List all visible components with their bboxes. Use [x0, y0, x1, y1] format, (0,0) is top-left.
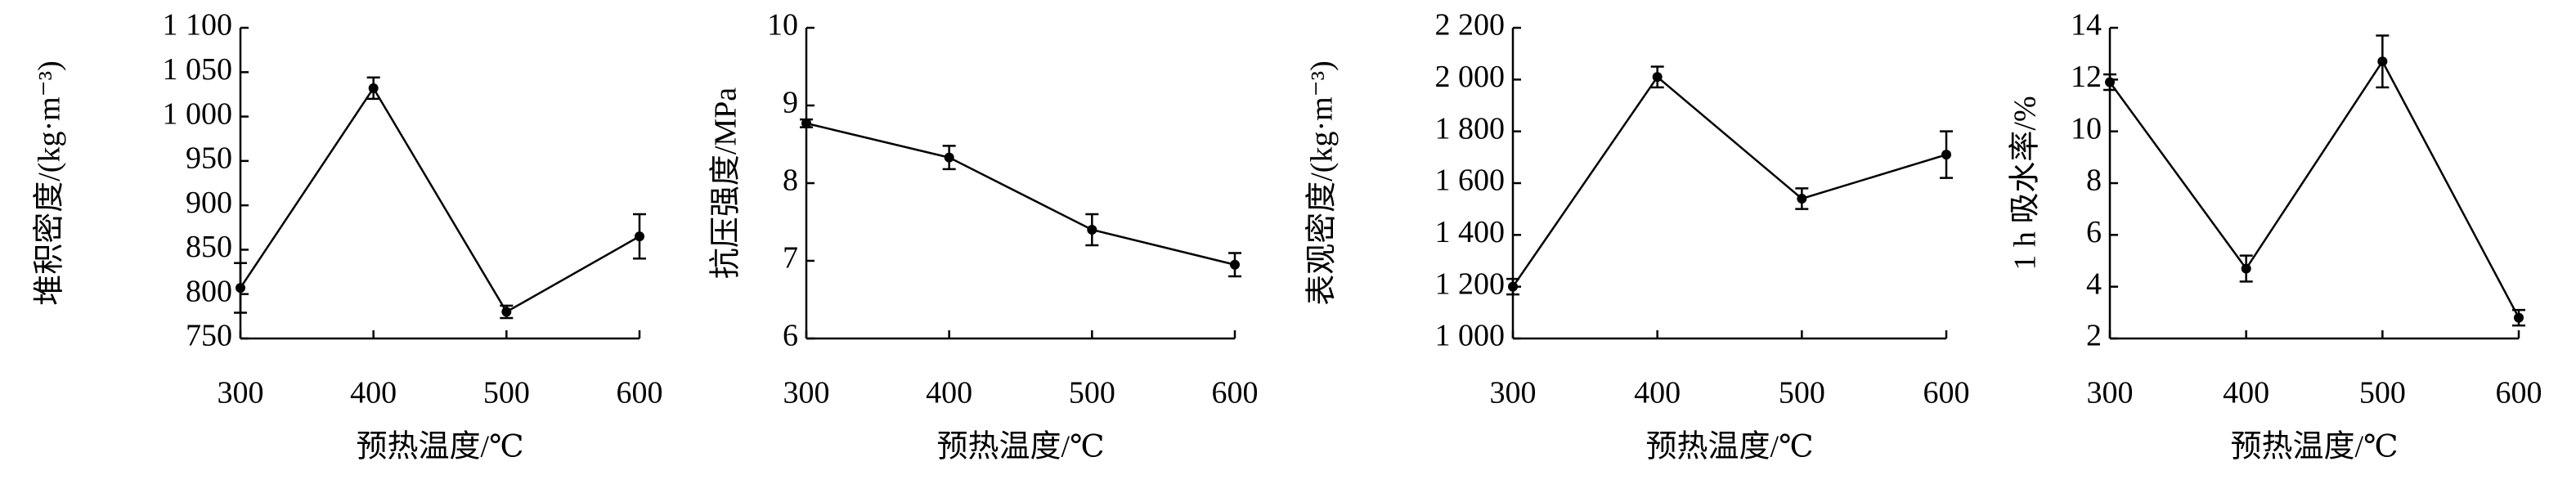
y-tick-label: 1 100	[163, 8, 233, 43]
y-tick-label: 4	[2086, 267, 2102, 301]
data-point	[2105, 77, 2115, 87]
x-tick-label: 300	[2087, 376, 2134, 410]
y-tick-label: 8	[2086, 164, 2102, 198]
x-tick-label: 400	[1634, 376, 1681, 410]
y-axis-title: 表观密度/(kg·m⁻³)	[1305, 61, 1340, 306]
y-tick-label: 1 050	[163, 52, 233, 87]
y-tick-label: 950	[186, 141, 232, 176]
data-point	[801, 118, 811, 128]
data-line	[2108, 59, 2520, 319]
data-point	[1508, 281, 1518, 292]
y-tick-label: 850	[186, 230, 232, 264]
x-tick-label: 300	[218, 376, 264, 410]
y-tick-label: 800	[186, 274, 232, 308]
y-tick-label: 1 200	[1435, 267, 1506, 301]
x-tick-label: 500	[483, 376, 530, 410]
x-axis-title: 预热温度/℃	[356, 430, 523, 464]
y-tick-label: 1 800	[1435, 111, 1506, 146]
data-point	[635, 231, 644, 242]
data-point	[1797, 194, 1807, 204]
x-tick-label: 400	[2223, 376, 2269, 410]
y-tick-label: 1 600	[1435, 164, 1506, 198]
x-tick-label: 600	[617, 376, 663, 410]
data-point	[2514, 312, 2524, 323]
data-point	[944, 152, 954, 163]
data-point	[2377, 56, 2388, 67]
x-tick-label: 500	[1779, 376, 1825, 410]
y-tick-label: 2	[2086, 319, 2102, 353]
y-tick-label: 2 200	[1435, 8, 1506, 43]
y-tick-label: 1 000	[1435, 319, 1506, 353]
data-point	[1230, 259, 1240, 270]
y-axis-title: 堆积密度/(kg·m⁻³)	[33, 61, 67, 306]
x-tick-label: 300	[783, 376, 830, 410]
x-tick-label: 600	[1923, 376, 1970, 410]
x-tick-label: 600	[2496, 376, 2542, 410]
y-tick-label: 10	[767, 8, 798, 43]
x-axis-title: 预热温度/℃	[936, 430, 1104, 464]
x-axis-title: 预热温度/℃	[2230, 430, 2398, 464]
data-point	[2241, 263, 2251, 274]
data-line	[1511, 75, 1947, 288]
y-tick-label: 8	[783, 164, 798, 198]
data-point	[368, 83, 379, 93]
y-tick-label: 6	[2086, 215, 2102, 249]
y-tick-label: 14	[2071, 8, 2102, 43]
y-tick-label: 750	[186, 319, 232, 353]
x-axis-title: 预热温度/℃	[1645, 430, 1813, 464]
y-axis-title: 抗压强度/MPa	[709, 87, 743, 279]
y-tick-label: 9	[783, 86, 798, 120]
y-tick-label: 1 000	[163, 96, 233, 131]
y-tick-label: 2 000	[1435, 60, 1506, 94]
data-line	[806, 122, 1236, 266]
x-tick-label: 400	[926, 376, 972, 410]
y-tick-label: 7	[783, 241, 798, 276]
x-tick-label: 500	[1069, 376, 1115, 410]
x-tick-label: 600	[1212, 376, 1259, 410]
x-tick-label: 500	[2359, 376, 2406, 410]
y-tick-label: 12	[2071, 60, 2102, 94]
data-point	[1087, 225, 1097, 235]
data-point	[1652, 72, 1663, 83]
y-tick-label: 6	[783, 319, 798, 353]
data-point	[236, 283, 245, 294]
y-tick-label: 10	[2071, 111, 2102, 146]
data-point	[501, 307, 512, 317]
y-tick-label: 1 400	[1435, 215, 1506, 249]
data-point	[1941, 150, 1951, 160]
data-line	[239, 86, 640, 314]
y-axis-title: 1 h 吸水率/%	[2008, 96, 2043, 270]
y-tick-label: 900	[186, 186, 232, 220]
x-tick-label: 300	[1490, 376, 1537, 410]
x-tick-label: 400	[350, 376, 397, 410]
